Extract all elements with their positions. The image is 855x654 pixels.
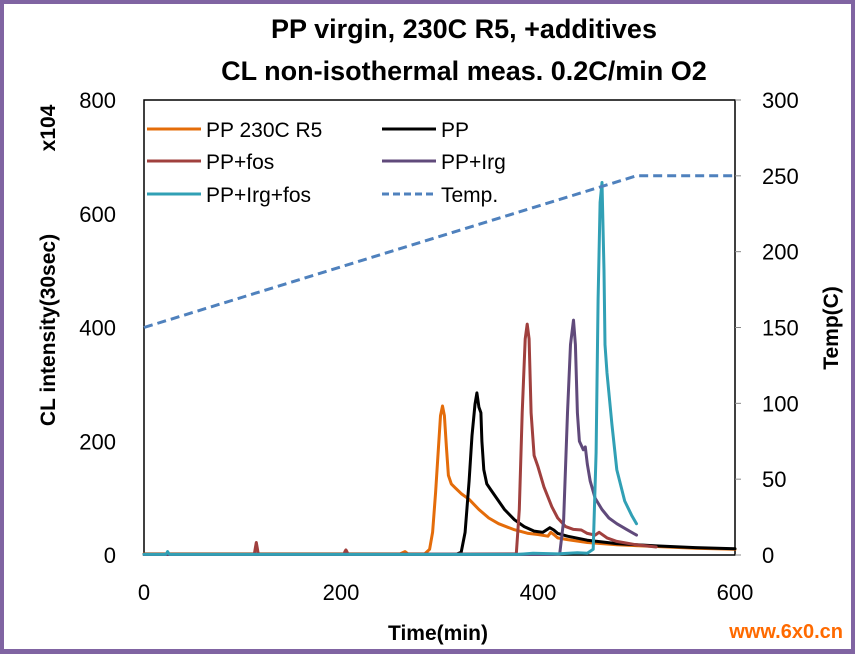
y2-tick-label: 0 (762, 543, 774, 568)
series-lines (142, 174, 737, 556)
legend-label-pp-irg-fos: PP+Irg+fos (206, 184, 311, 207)
x-tick-label: 600 (717, 580, 754, 605)
y2-tick-label: 100 (762, 391, 799, 416)
legend-label-pp-230c-r5: PP 230C R5 (206, 119, 322, 142)
y-tick-label: 200 (79, 429, 116, 454)
legend-label-pp: PP (441, 119, 469, 142)
series-line-pp-irg (142, 318, 638, 556)
left-axis-tick-labels: 0 200 400 600 800 (79, 88, 116, 568)
legend-label-pp-fos: PP+fos (206, 151, 274, 174)
series-line-pp (142, 391, 737, 556)
y2-axis-label: Temp(C) (820, 286, 843, 370)
y-tick-label: 800 (79, 88, 116, 113)
x-axis-label: Time(min) (388, 622, 488, 645)
y-tick-label: 0 (104, 543, 116, 568)
watermark: www.6x0.cn (728, 621, 843, 643)
y-tick-label: 400 (79, 316, 116, 341)
x-tick-label: 400 (520, 580, 557, 605)
chart-title-line-1: PP virgin, 230C R5, +additives (271, 14, 657, 44)
right-axis-tick-marks (735, 99, 741, 556)
y-axis-multiplier: x104 (37, 104, 60, 151)
y-tick-label: 600 (79, 202, 116, 227)
y2-tick-label: 150 (762, 316, 799, 341)
series-line-pp-irg-fos (142, 181, 638, 556)
chart-title-line-2: CL non-isothermal meas. 0.2C/min O2 (221, 56, 707, 86)
legend-label-temp: Temp. (441, 184, 498, 207)
x-axis-tick-labels: 0 200 400 600 (138, 580, 753, 605)
legend-label-pp-irg: PP+Irg (441, 151, 506, 174)
y2-tick-label: 50 (762, 467, 786, 492)
right-axis-tick-labels: 0 50 100 150 200 250 300 (762, 88, 799, 568)
x-tick-label: 0 (138, 580, 150, 605)
series-line-temp (143, 174, 735, 329)
series-line-pp-230c-r5 (142, 404, 737, 556)
y2-tick-label: 200 (762, 240, 799, 265)
x-tick-label: 200 (323, 580, 360, 605)
y-axis-label: CL intensity(30sec) (37, 234, 60, 426)
y2-tick-label: 250 (762, 164, 799, 189)
legend: PP 230C R5 PP PP+fos PP+Irg PP+Irg+fos Temp. (147, 119, 506, 207)
y2-tick-label: 300 (762, 88, 799, 113)
